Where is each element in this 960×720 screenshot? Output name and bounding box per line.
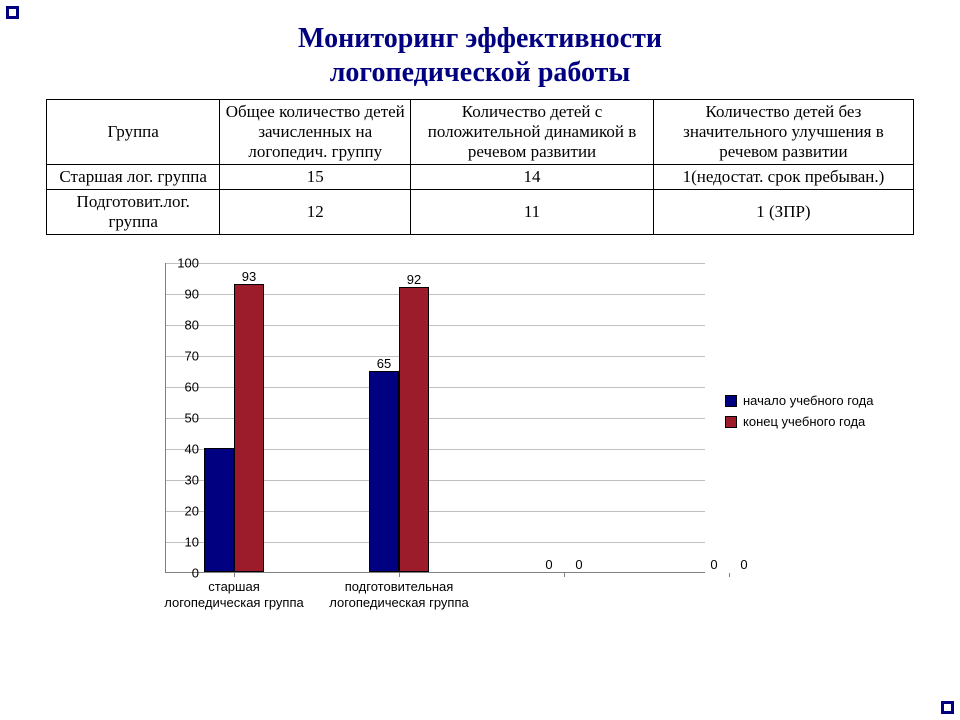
y-tick-label: 10 — [169, 535, 199, 550]
x-tick-mark — [729, 573, 730, 577]
bar — [204, 448, 234, 572]
table-cell: 14 — [411, 165, 654, 190]
bar-value-label: 92 — [407, 272, 421, 287]
bar — [369, 371, 399, 573]
table-row: Старшая лог. группа15141(недостат. срок … — [47, 165, 914, 190]
gridline — [166, 263, 705, 264]
table-cell: 11 — [411, 190, 654, 235]
legend-item: начало учебного года — [725, 393, 873, 408]
x-tick-label: подготовительная логопедическая группа — [329, 579, 469, 610]
bar-value-label: 93 — [242, 269, 256, 284]
table-cell: Старшая лог. группа — [47, 165, 220, 190]
table-header: Количество детей с положительной динамик… — [411, 100, 654, 165]
table-header: Группа — [47, 100, 220, 165]
x-tick-mark — [564, 573, 565, 577]
table-cell: 1(недостат. срок пребыван.) — [653, 165, 913, 190]
table-header: Общее количество детей зачисленных на ло… — [220, 100, 411, 165]
bar-chart: 0102030405060708090100старшая логопедиче… — [125, 263, 925, 683]
bar-value-label: 0 — [545, 557, 552, 572]
y-tick-label: 60 — [169, 380, 199, 395]
legend: начало учебного года конец учебного года — [725, 393, 873, 435]
corner-marker-br — [941, 701, 954, 714]
table-cell: 15 — [220, 165, 411, 190]
y-tick-label: 70 — [169, 349, 199, 364]
table-cell: 1 (ЗПР) — [653, 190, 913, 235]
legend-swatch — [725, 395, 737, 407]
title-line1: Мониторинг эффективности — [298, 23, 662, 54]
y-tick-label: 90 — [169, 287, 199, 302]
bar-value-label: 65 — [377, 356, 391, 371]
table-header: Количество детей без значительного улучш… — [653, 100, 913, 165]
table-cell: 12 — [220, 190, 411, 235]
bar-value-label: 0 — [740, 557, 747, 572]
bar-value-label: 0 — [710, 557, 717, 572]
bar — [234, 284, 264, 572]
x-tick-mark — [399, 573, 400, 577]
x-tick-mark — [234, 573, 235, 577]
title-line2: логопедической работы — [0, 56, 960, 90]
legend-swatch — [725, 416, 737, 428]
y-tick-label: 50 — [169, 411, 199, 426]
bar-value-label: 0 — [575, 557, 582, 572]
plot-area: 0102030405060708090100старшая логопедиче… — [165, 263, 705, 573]
table-row: Подготовит.лог. группа12111 (ЗПР) — [47, 190, 914, 235]
y-tick-label: 40 — [169, 442, 199, 457]
corner-marker-tl — [6, 6, 19, 19]
y-tick-label: 30 — [169, 473, 199, 488]
bar — [399, 287, 429, 572]
legend-label: конец учебного года — [743, 414, 865, 429]
legend-item: конец учебного года — [725, 414, 873, 429]
y-tick-label: 80 — [169, 318, 199, 333]
data-table-wrap: ГруппаОбщее количество детей зачисленных… — [46, 99, 914, 235]
page-title: Мониторинг эффективности логопедической … — [0, 0, 960, 89]
x-tick-label: старшая логопедическая группа — [164, 579, 304, 610]
legend-label: начало учебного года — [743, 393, 873, 408]
data-table: ГруппаОбщее количество детей зачисленных… — [46, 99, 914, 235]
table-cell: Подготовит.лог. группа — [47, 190, 220, 235]
y-tick-label: 20 — [169, 504, 199, 519]
y-tick-label: 100 — [169, 256, 199, 271]
